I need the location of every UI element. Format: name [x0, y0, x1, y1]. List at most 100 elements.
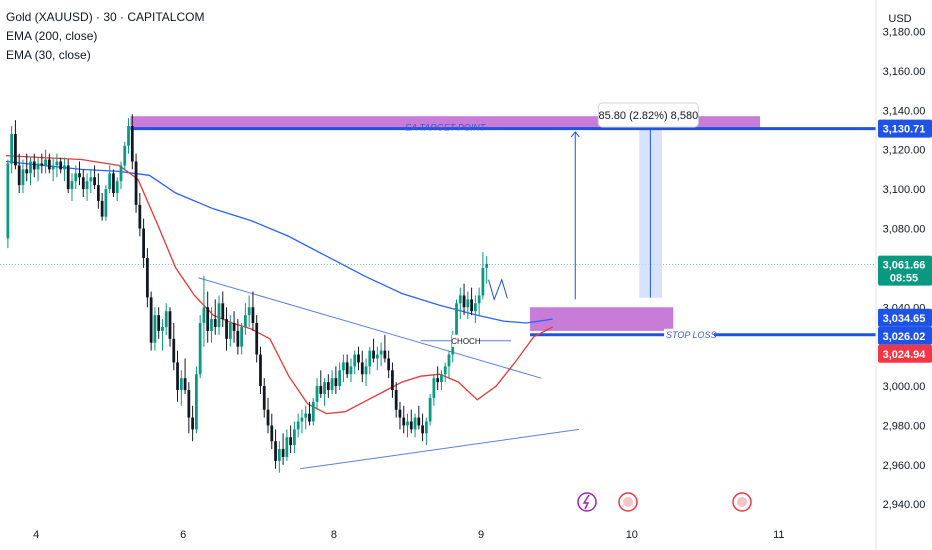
candle-body	[413, 417, 417, 430]
candle	[391, 362, 394, 398]
stop-label-bg	[664, 328, 715, 341]
choch-label-bg	[451, 334, 480, 347]
candle-body	[462, 295, 466, 308]
price-axis[interactable]: USD 3,180.00 3,160.00 3,140.00 3,120.00 3,10…	[875, 0, 932, 550]
candle	[402, 405, 406, 434]
candle	[308, 401, 311, 426]
price-tick-label: 2,980.00	[883, 420, 926, 432]
candle-body	[360, 362, 364, 375]
legend-ema200: EMA (200, close)	[6, 29, 98, 43]
candle-body	[112, 173, 115, 194]
candle	[240, 323, 244, 355]
candle-body	[217, 303, 221, 327]
target-label: EA TARGET POINT	[405, 123, 487, 133]
candle-body	[368, 350, 372, 367]
candle	[259, 346, 262, 394]
price-tag-label: 3,130.71	[883, 124, 926, 136]
candle-body	[485, 263, 489, 268]
candle-body	[134, 161, 138, 205]
candle	[244, 303, 247, 335]
candle-body	[364, 366, 368, 375]
candle-body	[172, 338, 176, 363]
candle-body	[466, 299, 470, 308]
candle	[466, 291, 470, 320]
candle	[485, 256, 489, 284]
candle-body	[93, 177, 96, 186]
candle-body	[447, 354, 451, 367]
candle-body	[311, 401, 315, 422]
candle-body	[293, 429, 296, 446]
candle-body	[40, 163, 44, 166]
candle	[364, 358, 368, 387]
candle-body	[304, 413, 308, 418]
candle-body	[206, 307, 210, 331]
candle-body	[251, 307, 255, 324]
candle-body	[179, 378, 183, 390]
candle	[164, 303, 168, 335]
candle-body	[119, 165, 123, 182]
candle-body	[300, 417, 304, 422]
lower-trendline	[299, 428, 580, 470]
candle-body	[96, 185, 100, 201]
candle-body	[85, 181, 89, 190]
candle-body	[443, 366, 447, 375]
candle-body	[36, 163, 40, 170]
lightning-icon	[577, 492, 597, 512]
candle-body	[66, 165, 70, 190]
candle	[191, 405, 194, 442]
measure-label: 85.80 (2.82%) 8,580	[599, 110, 699, 122]
candle-body	[25, 169, 29, 174]
candle-body	[161, 326, 164, 331]
candle-body	[289, 437, 293, 446]
candle	[119, 161, 123, 190]
candle	[383, 334, 387, 363]
entry-zone	[530, 307, 674, 331]
annotation-layer: EA TARGET POINT STOP LOSS CHOCH 85.80 (2.82…	[405, 102, 752, 512]
candle	[138, 193, 142, 237]
candle	[206, 291, 210, 343]
candle	[477, 287, 481, 316]
candle	[221, 291, 225, 327]
candle-body	[232, 323, 236, 331]
candle	[255, 315, 259, 363]
candle-body	[247, 307, 251, 316]
candle-body	[78, 173, 81, 178]
candle-body	[387, 358, 391, 371]
price-tick-label: 3,100.00	[883, 184, 926, 196]
candle-body	[213, 319, 217, 327]
candle-body	[142, 228, 145, 259]
candle	[236, 319, 240, 355]
candle	[406, 413, 409, 438]
candle-body	[375, 354, 379, 359]
candle-body	[477, 295, 481, 304]
candle-body	[236, 330, 240, 347]
candle-body	[436, 378, 440, 383]
candle-body	[21, 169, 25, 186]
candle-body	[198, 323, 202, 375]
ema200-line	[5, 160, 553, 324]
candle	[368, 346, 372, 375]
candle-body	[55, 161, 59, 166]
chart-legend: Gold (XAUUSD) · 30 · CAPITALCOM EMA (200…	[6, 8, 204, 65]
candle	[304, 405, 308, 430]
candle-body	[402, 417, 406, 426]
candle-body	[334, 378, 338, 387]
price-tag	[878, 344, 932, 363]
candle	[379, 342, 383, 367]
candle	[104, 185, 108, 221]
candle	[251, 291, 255, 331]
candle-body	[417, 417, 421, 426]
zone-layer	[130, 116, 760, 331]
time-tick-label: 11	[773, 529, 784, 541]
candle-body	[153, 315, 157, 343]
time-axis[interactable]: 4 6 8 9 10 11	[33, 529, 784, 541]
candle	[277, 441, 281, 473]
candle	[134, 153, 138, 213]
currency-label[interactable]: USD	[888, 13, 911, 25]
candle-body	[29, 161, 32, 174]
candle	[262, 378, 266, 418]
candle-body	[372, 350, 375, 359]
price-tag-countdown: 08:55	[890, 273, 918, 285]
candle-body	[473, 303, 477, 312]
